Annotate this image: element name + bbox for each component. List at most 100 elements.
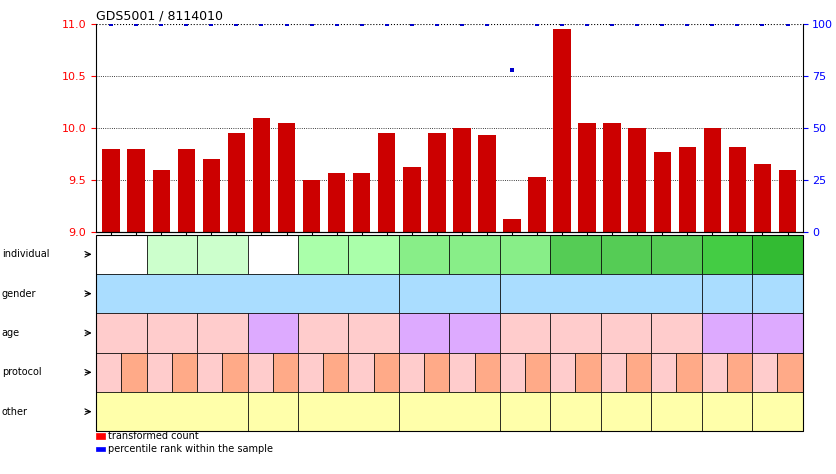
- Text: age: age: [2, 328, 20, 338]
- Bar: [629, 128, 646, 232]
- Text: allerg
en
challe
nge: allerg en challe nge: [125, 361, 142, 383]
- Text: early
responder: early responder: [606, 402, 645, 421]
- Text: LST013: LST013: [206, 250, 239, 259]
- Bar: [428, 133, 446, 232]
- Text: 42 years
old: 42 years old: [711, 323, 743, 343]
- Bar: [679, 147, 696, 232]
- Text: 23 years
old: 23 years old: [206, 323, 239, 343]
- Bar: [278, 123, 295, 232]
- Text: transformed count: transformed count: [108, 431, 199, 441]
- Bar: [779, 170, 797, 232]
- Text: LST016: LST016: [307, 250, 340, 259]
- Text: contr
ol: contr ol: [252, 367, 268, 378]
- Text: 26 years
old: 26 years old: [508, 323, 542, 343]
- Text: contr
ol: contr ol: [757, 367, 773, 378]
- Text: STS009: STS009: [760, 250, 794, 259]
- Bar: [353, 173, 370, 232]
- Text: allerg
en
challe
nge: allerg en challe nge: [479, 361, 496, 383]
- Text: LST020: LST020: [508, 250, 542, 259]
- Text: percentile rank within the sample: percentile rank within the sample: [108, 444, 273, 455]
- Text: dual
responder: dual responder: [253, 402, 293, 421]
- Text: 42 years
old: 42 years old: [458, 323, 491, 343]
- Text: GDS5001 / 8114010: GDS5001 / 8114010: [96, 9, 223, 23]
- Text: contr
ol: contr ol: [504, 367, 521, 378]
- Text: 49 years
old: 49 years old: [407, 323, 441, 343]
- Text: allerg
en
challe
nge: allerg en challe nge: [630, 361, 647, 383]
- Text: contr
ol: contr ol: [151, 367, 167, 378]
- Text: allerg
en
challe
nge: allerg en challe nge: [378, 361, 395, 383]
- Text: LST017: LST017: [357, 250, 390, 259]
- Text: LST014: LST014: [256, 250, 289, 259]
- Text: contr
ol: contr ol: [403, 367, 420, 378]
- Text: 31 years
old: 31 years old: [559, 323, 592, 343]
- Bar: [102, 149, 120, 232]
- Text: other: other: [2, 407, 28, 417]
- Bar: [553, 29, 571, 232]
- Text: allerg
en
challe
nge: allerg en challe nge: [782, 361, 798, 383]
- Text: early responder: early responder: [141, 407, 202, 416]
- Bar: [378, 133, 395, 232]
- Text: early responder: early responder: [696, 407, 757, 416]
- Text: female: female: [761, 289, 794, 299]
- Bar: [604, 123, 621, 232]
- Text: allerg
en
challe
nge: allerg en challe nge: [429, 361, 445, 383]
- Text: female: female: [231, 289, 264, 299]
- Text: dual responder: dual responder: [421, 407, 478, 416]
- Bar: [403, 166, 421, 232]
- Text: female: female: [584, 289, 618, 299]
- Text: allerg
en
challe
nge: allerg en challe nge: [227, 361, 243, 383]
- Text: allerg
en
challe
nge: allerg en challe nge: [580, 361, 596, 383]
- Text: individual: individual: [2, 249, 49, 259]
- Text: LST012: LST012: [155, 250, 188, 259]
- Text: protocol: protocol: [2, 367, 41, 377]
- Bar: [227, 133, 245, 232]
- Text: gender: gender: [2, 289, 36, 299]
- Bar: [202, 159, 220, 232]
- Text: 27 years
old: 27 years old: [307, 323, 339, 343]
- Text: 27 years
old: 27 years old: [609, 323, 643, 343]
- Text: contr
ol: contr ol: [706, 367, 722, 378]
- Text: allerg
en
challe
nge: allerg en challe nge: [529, 361, 546, 383]
- Bar: [704, 128, 721, 232]
- Text: LST021: LST021: [559, 250, 592, 259]
- Bar: [152, 170, 170, 232]
- Text: contr
ol: contr ol: [201, 367, 218, 378]
- Text: LST019: LST019: [458, 250, 492, 259]
- Bar: [654, 152, 671, 232]
- Text: allerg
en
challe
nge: allerg en challe nge: [176, 361, 192, 383]
- Text: 29 years
old: 29 years old: [155, 323, 188, 343]
- Text: dual
responder: dual responder: [657, 402, 696, 421]
- Text: contr
ol: contr ol: [605, 367, 622, 378]
- Text: dual
responder: dual responder: [556, 402, 595, 421]
- Text: 34 years
old: 34 years old: [256, 323, 289, 343]
- Bar: [127, 149, 145, 232]
- Text: LST022: LST022: [609, 250, 643, 259]
- Bar: [177, 149, 195, 232]
- Text: early responder: early responder: [319, 407, 379, 416]
- Text: 26 years
old: 26 years old: [357, 323, 390, 343]
- Text: contr
ol: contr ol: [353, 367, 370, 378]
- Text: allerg
en
challe
nge: allerg en challe nge: [278, 361, 293, 383]
- Text: male: male: [715, 289, 739, 299]
- Bar: [503, 219, 521, 232]
- Text: contr
ol: contr ol: [303, 367, 319, 378]
- Bar: [729, 147, 747, 232]
- Text: early
responder: early responder: [506, 402, 544, 421]
- Text: contr
ol: contr ol: [655, 367, 672, 378]
- Text: contr
ol: contr ol: [554, 367, 571, 378]
- Bar: [478, 135, 496, 232]
- Text: LST026: LST026: [660, 250, 693, 259]
- Text: 52 years
old: 52 years old: [761, 323, 794, 343]
- Text: LST003: LST003: [104, 250, 138, 259]
- Bar: [328, 173, 345, 232]
- Bar: [528, 177, 546, 232]
- Text: 28 years
old: 28 years old: [660, 323, 693, 343]
- Text: contr
ol: contr ol: [454, 367, 470, 378]
- Text: allerg
en
challe
nge: allerg en challe nge: [732, 361, 747, 383]
- Text: allerg
en
challe
nge: allerg en challe nge: [681, 361, 697, 383]
- Bar: [754, 164, 772, 232]
- Text: LST018: LST018: [407, 250, 441, 259]
- Text: dual
responder: dual responder: [758, 402, 797, 421]
- Text: contr
ol: contr ol: [100, 367, 117, 378]
- Bar: [252, 118, 270, 232]
